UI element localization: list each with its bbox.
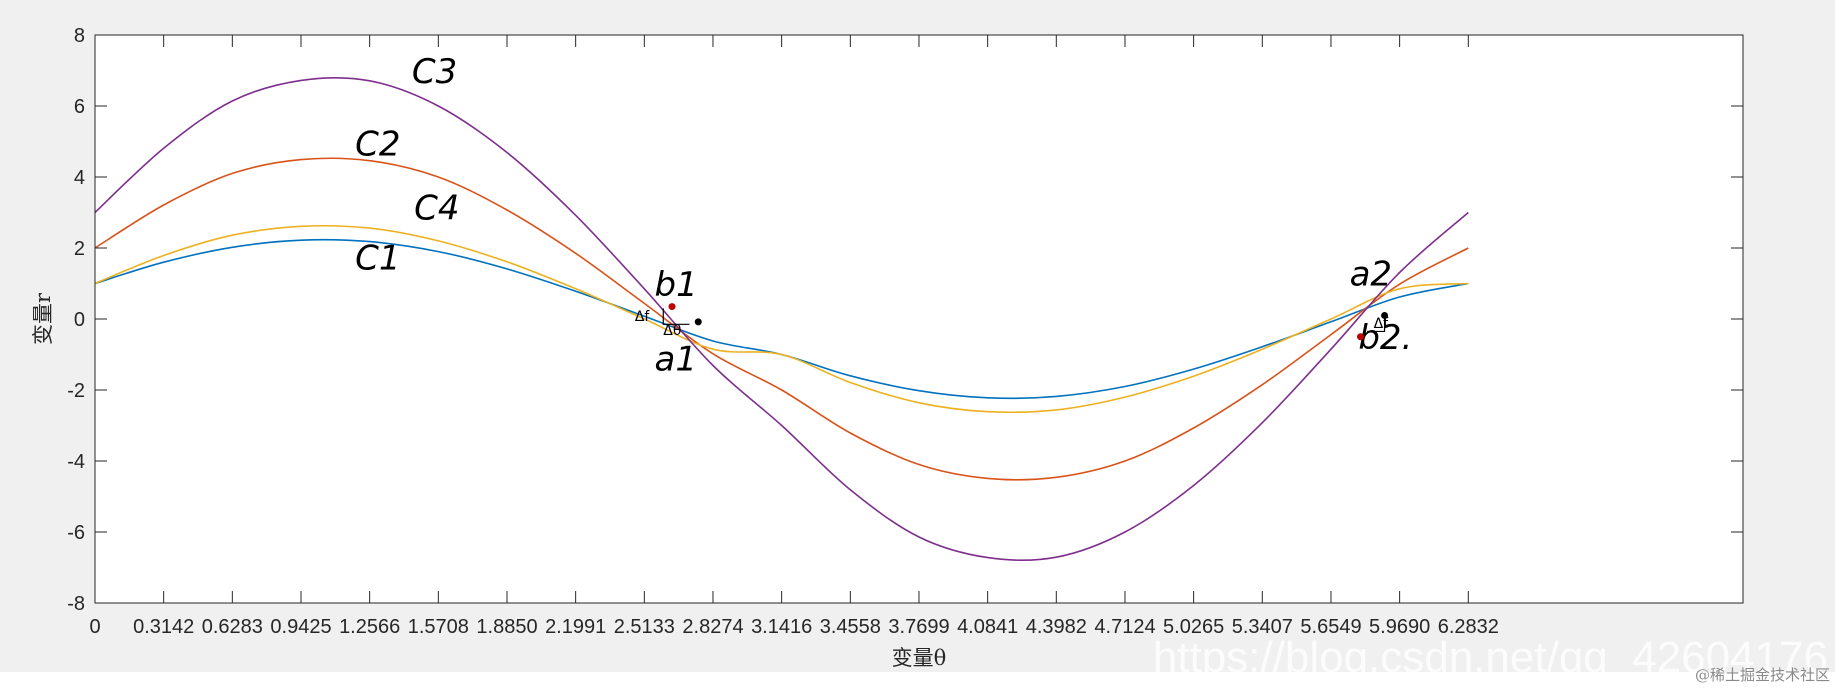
annotation-label: a1 xyxy=(655,339,697,379)
annotation-label: b2. xyxy=(1358,318,1412,358)
x-tick-label: 2.8274 xyxy=(682,616,743,638)
annotation-label: Δf xyxy=(1374,316,1390,332)
y-tick-label: -8 xyxy=(67,593,85,615)
y-tick-label: -6 xyxy=(67,522,85,544)
x-tick-label: 1.8850 xyxy=(476,616,537,638)
annotation-label: Δf xyxy=(635,309,651,325)
annotation-label: C1 xyxy=(355,238,400,278)
x-tick-label: 1.2566 xyxy=(339,616,400,638)
axis-ticks: 0 0.3142 0.6283 0.9425 1.2566 1.5708 1.8850 2.1… xyxy=(67,25,1743,638)
annotation-label: C3 xyxy=(412,52,457,92)
x-tick-label: 0 xyxy=(89,616,100,638)
y-tick-label: 2 xyxy=(74,238,85,260)
x-tick-label: 3.1416 xyxy=(751,616,812,638)
x-tick-label: 4.0841 xyxy=(957,616,1018,638)
y-axis-label: 变量r xyxy=(31,292,55,345)
annotation-label: b1 xyxy=(655,265,698,305)
y-tick-label: 0 xyxy=(74,309,85,331)
x-tick-label: 5.9690 xyxy=(1369,616,1430,638)
x-tick-label: 4.3982 xyxy=(1026,616,1087,638)
marked-point xyxy=(668,303,676,311)
y-tick-label: 6 xyxy=(74,96,85,118)
annotation-label: C2 xyxy=(355,125,400,165)
x-tick-label: 5.6549 xyxy=(1300,616,1361,638)
series-line-2 xyxy=(94,157,1469,481)
y-tick-label: -2 xyxy=(67,380,85,402)
x-tick-label: 2.5133 xyxy=(614,616,675,638)
y-tick-label: 4 xyxy=(74,167,85,189)
x-tick-label: 5.3407 xyxy=(1232,616,1293,638)
right-angle-mark xyxy=(1367,317,1386,333)
x-tick-label: 2.1991 xyxy=(545,616,606,638)
x-tick-label: 0.3142 xyxy=(133,616,194,638)
watermark-site: @稀土掘金技术社区 xyxy=(1695,666,1830,684)
x-axis-label: 变量θ xyxy=(892,646,947,670)
marked-point xyxy=(1381,311,1389,319)
x-tick-label: 1.5708 xyxy=(408,616,469,638)
marked-point xyxy=(1357,333,1365,341)
x-tick-label: 5.0265 xyxy=(1163,616,1224,638)
series-line-4 xyxy=(94,76,1469,562)
y-tick-label: 8 xyxy=(74,25,85,47)
annotation-label: a2 xyxy=(1350,254,1392,294)
series-line-3 xyxy=(94,224,1469,414)
series-group xyxy=(94,76,1469,562)
x-tick-label: 0.6283 xyxy=(202,616,263,638)
y-tick-label: -4 xyxy=(67,451,85,473)
plot-area xyxy=(95,35,1743,603)
marked-point xyxy=(694,318,702,326)
x-tick-label: 6.2832 xyxy=(1438,616,1499,638)
x-tick-label: 3.7699 xyxy=(888,616,949,638)
x-tick-label: 3.4558 xyxy=(820,616,881,638)
x-tick-label: 4.7124 xyxy=(1094,616,1155,638)
annotation-label: C4 xyxy=(414,189,459,229)
axes-box xyxy=(94,34,1744,604)
x-tick-label: 0.9425 xyxy=(270,616,331,638)
watermark-url: https://blog.csdn.net/qq_42604176 xyxy=(1153,633,1828,682)
annotation-label: Δθ xyxy=(663,323,681,339)
right-angle-mark xyxy=(662,308,690,325)
